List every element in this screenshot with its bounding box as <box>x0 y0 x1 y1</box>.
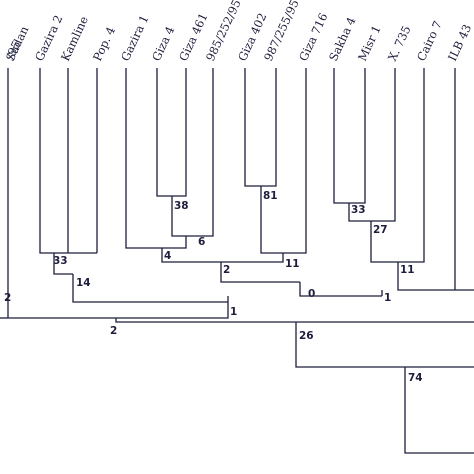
node-label: 27 <box>373 224 388 236</box>
branch <box>220 262 300 283</box>
branch <box>397 262 474 291</box>
node-label: 11 <box>400 264 415 276</box>
tip-label: Gazira 1 <box>118 13 151 63</box>
branch <box>125 68 187 249</box>
branch <box>39 68 68 254</box>
node-label: 0 <box>308 288 315 300</box>
tip-label: Cairo 7 <box>414 19 445 64</box>
branch <box>244 68 277 187</box>
branch <box>404 367 474 454</box>
branch <box>221 253 284 263</box>
branch <box>260 68 307 254</box>
tip-label: ILB 43 <box>445 22 474 63</box>
node-label: 4 <box>164 250 171 262</box>
tip-labels: /95 Sudan Gazira 2 Kamline Pop. 4 Gazira… <box>3 0 474 63</box>
tip-label: Sudan <box>3 23 32 63</box>
branch <box>8 302 229 319</box>
node-label: 6 <box>198 236 205 248</box>
tip-label: Sakha 4 <box>326 15 359 63</box>
node-label: 1 <box>230 306 237 318</box>
node-label: 81 <box>263 190 278 202</box>
node-label: 33 <box>351 204 366 216</box>
tip-label: X. 735 <box>385 23 414 63</box>
tip-label: Giza 716 <box>296 11 330 63</box>
branch <box>295 322 474 368</box>
branch <box>348 68 396 222</box>
node-labels: 33 14 38 6 4 81 11 2 33 27 11 0 1 2 1 2 … <box>4 190 423 384</box>
node-label: 11 <box>285 258 300 270</box>
branch <box>299 282 382 297</box>
node-label: 2 <box>4 292 11 304</box>
branch <box>53 253 73 275</box>
branches <box>0 68 474 454</box>
node-label: 26 <box>299 330 314 342</box>
tip-label: Pop. 4 <box>90 25 118 64</box>
node-label: 2 <box>110 325 117 337</box>
branch <box>333 68 366 204</box>
branch <box>115 318 474 323</box>
node-label: 74 <box>408 372 423 384</box>
node-label: 2 <box>223 264 230 276</box>
tip-label: Giza 4 <box>149 24 177 63</box>
branch <box>72 274 228 303</box>
tip-label: Misr 1 <box>355 23 384 63</box>
node-label: 33 <box>53 255 68 267</box>
node-label: 1 <box>384 292 391 304</box>
node-label: 38 <box>174 200 189 212</box>
branch <box>161 248 221 263</box>
branch <box>156 68 187 197</box>
branch <box>171 196 197 237</box>
node-label: 14 <box>76 277 91 289</box>
tip-label: 987/255/95 <box>261 0 302 63</box>
branch <box>197 68 214 237</box>
